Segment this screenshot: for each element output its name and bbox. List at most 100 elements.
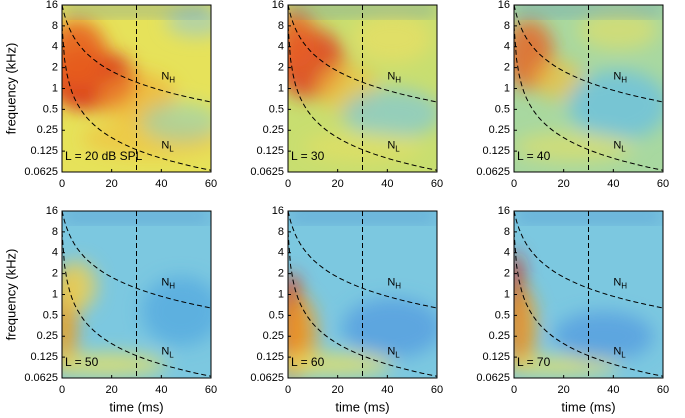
x-tick-label: 0 (59, 178, 65, 190)
curve-label-sub: H (395, 75, 401, 84)
curve-label-sub: H (395, 281, 401, 290)
y-tick-label: 0.5 (269, 103, 284, 115)
curve-label: NL (387, 140, 400, 154)
heatmap-blobs (62, 261, 211, 377)
heatmap-blobs (62, 6, 211, 157)
curve-label-sub: H (169, 75, 175, 84)
curve-label-base: N (613, 70, 621, 82)
x-tick-label: 60 (657, 384, 669, 396)
y-tick-label: 8 (278, 20, 284, 32)
y-tick-label: 4 (504, 247, 510, 259)
y-tick-label: 8 (278, 226, 284, 238)
heatmap-blob (342, 297, 437, 358)
y-tick-label: 16 (498, 0, 510, 11)
y-tick-label: 2 (278, 62, 284, 74)
heatmap-blob (141, 101, 211, 142)
y-tick-label: 1 (504, 288, 510, 300)
heatmap-blob (62, 261, 97, 312)
y-tick-label: 2 (278, 268, 284, 280)
curve-label-sub: L (621, 351, 626, 360)
heatmap-blobs (514, 10, 663, 162)
panel: 0 20 40 60 0.0625 0.125 0.25 0.5 1 2 4 8 16 L = 20 dB… (3, 0, 217, 190)
panel-label: L = 30 (291, 149, 325, 163)
y-tick-label: 0.125 (30, 351, 58, 363)
x-tick-label: 20 (558, 384, 570, 396)
heatmap-blobs (288, 272, 437, 378)
y-tick-label: 0.25 (263, 330, 284, 342)
heatmap-blob (514, 131, 634, 162)
x-tick-label: 40 (155, 384, 167, 396)
curve-label: NL (161, 140, 174, 154)
x-axis-label: time (ms) (561, 399, 615, 414)
curve-label: NH (161, 276, 175, 290)
curve-label-sub: L (395, 351, 400, 360)
y-tick-label: 2 (504, 268, 510, 280)
heatmap-blob (578, 10, 659, 51)
y-tick-label: 8 (52, 226, 58, 238)
y-tick-label: 0.125 (30, 145, 58, 157)
x-axis-label: time (ms) (109, 399, 163, 414)
y-tick-label: 0.25 (489, 124, 510, 136)
curve-label: NL (387, 346, 400, 360)
heatmap-blob (62, 20, 107, 91)
y-tick-label: 16 (272, 205, 284, 217)
x-tick-label: 20 (332, 384, 344, 396)
heatmap (288, 211, 437, 378)
curve-label: NL (613, 346, 626, 360)
boundary-curve (288, 5, 437, 103)
x-tick-label: 60 (657, 178, 669, 190)
y-tick-label: 0.5 (43, 309, 58, 321)
curve-label-base: N (613, 276, 621, 288)
curve-label-sub: L (169, 145, 174, 154)
curve-label-base: N (161, 140, 169, 152)
y-tick-label: 4 (278, 247, 284, 259)
y-tick-label: 0.125 (256, 351, 284, 363)
y-tick-label: 8 (504, 226, 510, 238)
panel-label: L = 50 (65, 355, 99, 369)
y-axis-label: frequency (kHz) (3, 249, 18, 341)
x-tick-label: 0 (511, 384, 517, 396)
y-tick-label: 1 (504, 82, 510, 94)
curve-label-base: N (161, 276, 169, 288)
y-tick-label: 16 (498, 205, 510, 217)
y-tick-label: 8 (52, 20, 58, 32)
y-tick-label: 0.125 (482, 351, 510, 363)
curve-label: NH (613, 276, 627, 290)
y-tick-label: 0.25 (263, 124, 284, 136)
curve-label: NH (387, 70, 401, 84)
x-tick-label: 20 (558, 178, 570, 190)
curve-label-sub: L (169, 351, 174, 360)
y-tick-label: 0.0625 (250, 372, 284, 384)
y-tick-label: 0.25 (489, 330, 510, 342)
y-tick-label: 1 (278, 288, 284, 300)
curve-label-base: N (387, 346, 395, 358)
heatmap-blob (342, 88, 437, 139)
y-tick-label: 0.125 (256, 145, 284, 157)
curve-label-sub: H (621, 75, 627, 84)
y-tick-label: 0.5 (495, 103, 510, 115)
panel-label: L = 60 (291, 355, 325, 369)
heatmap-blob (352, 13, 433, 64)
y-tick-label: 0.0625 (24, 372, 58, 384)
heatmap-blob (533, 60, 584, 101)
y-tick-label: 0.25 (37, 124, 58, 136)
y-tick-label: 4 (278, 41, 284, 53)
curve-label: NH (613, 70, 627, 84)
heatmap-blob (62, 352, 167, 377)
x-tick-label: 60 (205, 178, 217, 190)
y-tick-label: 0.5 (43, 103, 58, 115)
curve-label-base: N (161, 70, 169, 82)
heatmap-blob (141, 276, 211, 347)
curve-label-base: N (387, 276, 395, 288)
y-tick-label: 0.0625 (476, 166, 510, 178)
y-tick-label: 8 (504, 20, 510, 32)
heatmap (288, 5, 437, 172)
curve-label-sub: H (169, 281, 175, 290)
heatmap (62, 211, 211, 378)
curve-label-base: N (387, 140, 395, 152)
y-tick-label: 0.0625 (250, 166, 284, 178)
